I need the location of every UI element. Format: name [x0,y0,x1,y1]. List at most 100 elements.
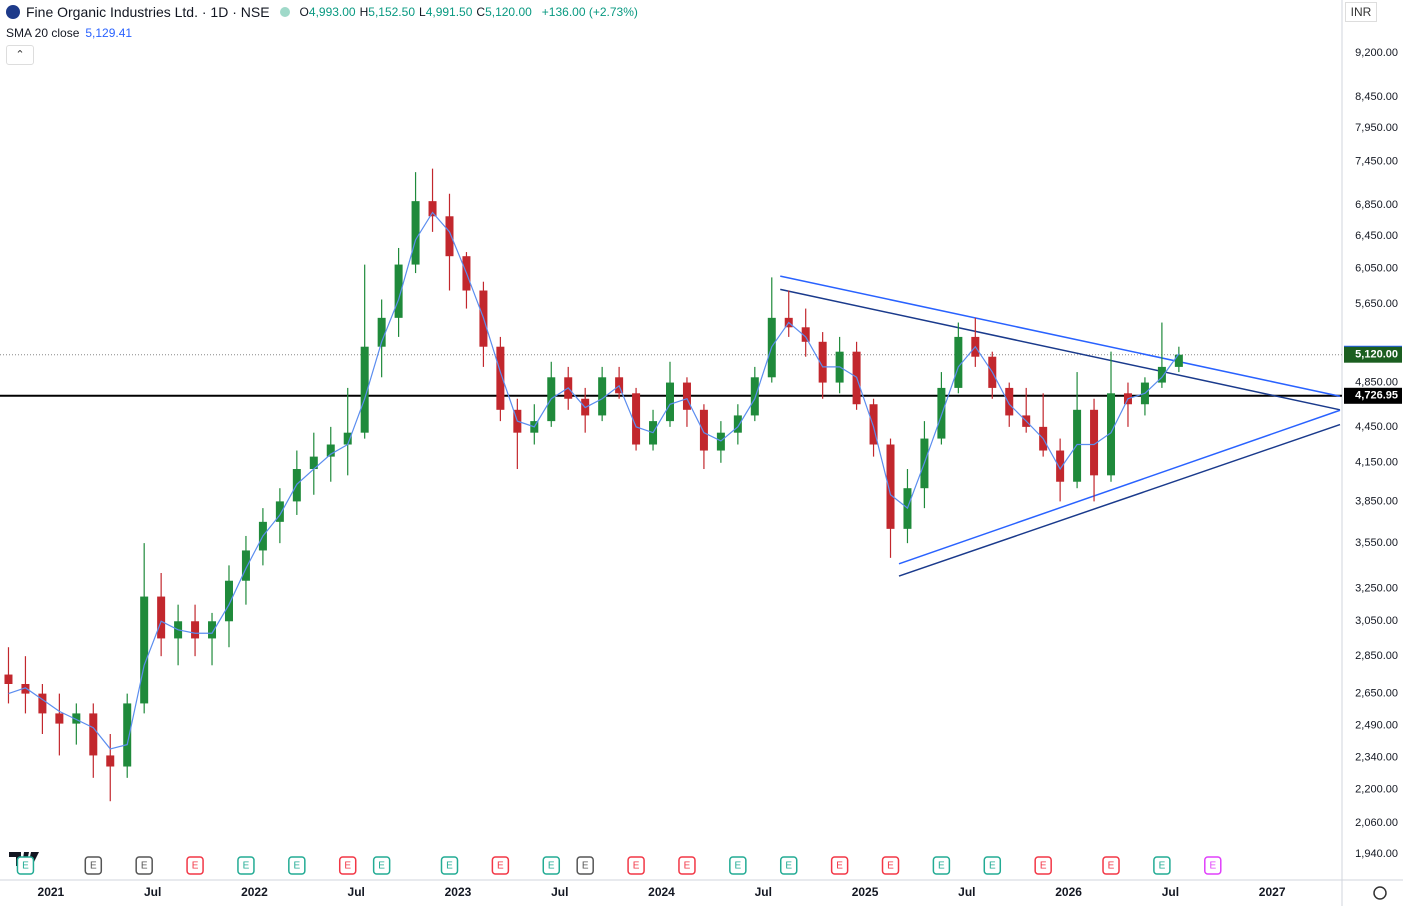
event-marker[interactable]: E [729,856,747,875]
y-tick-label: 8,450.00 [1355,91,1398,103]
candle-body [632,393,641,445]
candle-body [750,377,759,416]
candle-body [241,550,250,581]
x-tick-label: Jul [1162,885,1179,899]
event-label: E [582,861,589,872]
x-tick-label: Jul [144,885,161,899]
event-icon [440,856,459,875]
y-tick-label: 4,150.00 [1355,457,1398,469]
event-label: E [192,861,199,872]
candle-body [38,693,47,714]
event-label: E [243,861,250,872]
trend-line [780,288,1341,411]
event-label: E [548,861,555,872]
x-tick-label: Jul [348,885,365,899]
event-label: E [1040,861,1047,872]
candle-body [4,674,13,684]
sma-line [8,211,1180,750]
x-tick-label: 2024 [648,885,675,899]
currency[interactable]: INR [1345,2,1377,22]
event-icon [237,856,255,875]
event-icon [678,856,696,875]
y-tick-label: 9,200.00 [1355,47,1398,59]
candle-body [1090,409,1099,476]
candle-body [496,346,505,410]
indicator-name: SMA 20 close [6,26,80,40]
event-marker[interactable]: E [237,856,255,875]
event-label: E [735,861,742,872]
candle-body [886,444,895,529]
price-badge-label: 5,120.00 [1355,349,1398,361]
event-icon [16,856,35,875]
candle-body [343,432,352,445]
settings-icon[interactable] [1373,886,1387,900]
ohlc-label: L [419,5,426,19]
price-badge-label: 4,726.95 [1355,390,1398,402]
event-marker[interactable]: E [932,856,951,875]
event-marker[interactable]: E [16,856,35,875]
event-icon [288,856,306,875]
y-tick-label: 3,050.00 [1355,615,1398,627]
x-tick-label: 2025 [852,885,879,899]
event-marker[interactable]: E [678,856,696,875]
y-tick-label: 7,950.00 [1355,122,1398,134]
event-marker[interactable]: E [542,856,561,875]
ohlc-value: 5,120.00 [485,5,532,19]
event-marker[interactable]: E [440,856,459,875]
ohlc-value: 5,152.50 [368,5,415,19]
event-icon [1204,856,1222,875]
event-marker[interactable]: E [830,856,849,875]
event-marker[interactable]: E [372,856,391,875]
candle-body [1107,393,1116,476]
y-tick-label: 4,450.00 [1355,421,1398,433]
event-marker[interactable]: E [491,856,510,875]
ohlc-label: C [476,5,486,19]
x-tick-label: Jul [958,885,975,899]
event-marker[interactable]: E [1204,856,1222,875]
y-tick-label: 2,650.00 [1355,688,1398,700]
candle-body [326,444,335,457]
event-marker[interactable]: E [84,856,103,875]
event-marker[interactable]: E [1034,856,1052,875]
event-icon [372,856,391,875]
event-icon [983,856,1002,875]
y-tick-label: 5,650.00 [1355,298,1398,310]
event-marker[interactable]: E [338,856,357,875]
event-marker[interactable]: E [627,856,645,875]
y-tick-label: 2,060.00 [1355,817,1398,829]
event-label: E [497,861,504,872]
collapse-button[interactable]: ⌃ [6,45,34,65]
indicator[interactable]: SMA 20 close 5,129.41 [6,26,638,40]
y-tick-label: 6,850.00 [1355,199,1398,211]
candle-body [411,201,420,265]
event-label: E [989,861,996,872]
x-tick-label: 2021 [38,885,65,899]
event-marker[interactable]: E [1153,856,1171,875]
candle-body [123,703,132,767]
title-row: Fine Organic Industries Ltd. · 1D · NSE … [6,2,638,22]
event-label: E [887,861,894,872]
event-marker[interactable]: E [1102,856,1120,875]
ohlc-value: 4,991.50 [425,5,473,19]
event-marker[interactable]: E [983,856,1002,875]
event-marker[interactable]: E [881,856,900,875]
event-marker[interactable]: E [135,856,153,875]
event-label: E [684,861,691,872]
candle-body [309,456,318,470]
event-marker[interactable]: E [576,856,594,875]
candle-body [360,346,369,433]
header: Fine Organic Industries Ltd. · 1D · NSE … [6,2,638,65]
candle-body [801,327,810,342]
event-icon [932,856,951,875]
event-icon [729,856,747,875]
candle-body [1005,387,1014,416]
event-icon [830,856,849,875]
candle-body [1073,409,1082,482]
y-tick-label: 6,450.00 [1355,230,1398,242]
event-label: E [938,861,945,872]
candle-body [89,713,98,756]
symbol-title[interactable]: Fine Organic Industries Ltd. · 1D · NSE [26,4,270,20]
event-marker[interactable]: E [186,856,204,875]
event-marker[interactable]: E [779,856,798,875]
event-marker[interactable]: E [288,856,306,875]
